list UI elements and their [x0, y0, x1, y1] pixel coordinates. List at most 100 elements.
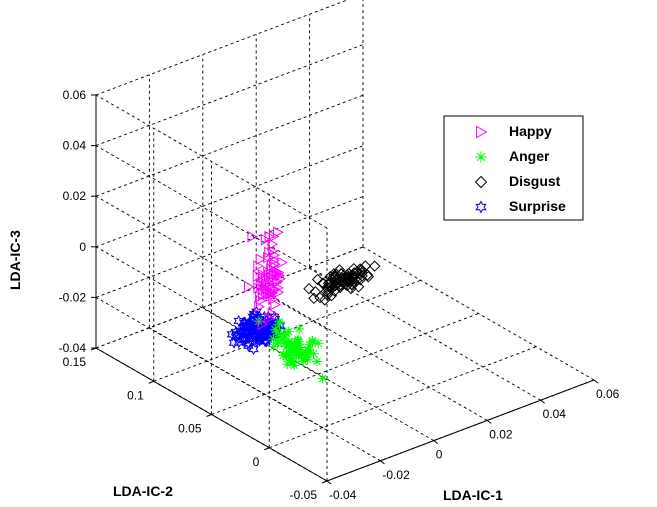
legend-label-anger: Anger — [509, 148, 550, 164]
data-point — [289, 360, 300, 371]
data-point — [255, 253, 267, 266]
data-point — [253, 282, 264, 294]
data-point — [352, 281, 365, 293]
data-point — [264, 287, 276, 300]
data-point — [255, 294, 267, 307]
x-axis-label: LDA-IC-1 — [443, 487, 503, 503]
data-point — [330, 268, 343, 281]
y-tick-mark — [264, 447, 270, 451]
data-point — [269, 249, 281, 262]
wall-grid-line — [95, 297, 328, 431]
data-point — [233, 314, 245, 328]
data-point — [286, 345, 297, 356]
data-point — [285, 355, 296, 366]
x-tick-mark — [593, 379, 599, 384]
wall-grid-line — [95, 195, 328, 330]
legend-label-disgust: Disgust — [509, 173, 561, 189]
x-axis-line — [326, 379, 595, 482]
data-point — [268, 341, 279, 352]
wall-grid-line — [95, 246, 364, 349]
wall-grid-line — [95, 94, 328, 229]
data-point — [354, 263, 366, 275]
x-tick-mark — [540, 399, 545, 404]
x-tick-label: 0 — [436, 448, 443, 462]
x-tick-mark — [380, 460, 385, 465]
legend-item-anger: Anger — [475, 148, 550, 164]
data-point — [298, 353, 309, 364]
data-point — [269, 283, 281, 295]
anger-asterisk-icon — [475, 151, 487, 163]
data-point — [271, 326, 282, 337]
legend-marker — [476, 125, 488, 139]
data-point — [270, 298, 281, 311]
legend-item-surprise: Surprise — [475, 198, 566, 214]
data-point — [289, 347, 300, 358]
data-point — [260, 279, 272, 292]
series-happy — [244, 226, 288, 331]
y-tick-label: -0.05 — [290, 488, 318, 502]
data-point — [281, 350, 292, 361]
series-disgust — [303, 260, 381, 306]
data-point — [308, 292, 320, 305]
data-point — [274, 266, 285, 279]
wall-grid-line — [95, 94, 364, 197]
y-tick-mark — [148, 380, 154, 384]
floor-grid-line — [149, 327, 381, 462]
data-point — [347, 270, 360, 282]
data-point — [267, 287, 278, 300]
legend-item-disgust: Disgust — [474, 173, 561, 189]
z-tick-label: 0.02 — [63, 189, 87, 203]
data-point — [240, 317, 251, 330]
data-point — [263, 251, 274, 264]
data-point — [230, 326, 242, 339]
legend-marker — [475, 151, 487, 163]
data-point — [330, 274, 342, 286]
x-tick-label: -0.04 — [329, 488, 357, 502]
data-point — [312, 356, 322, 367]
data-point — [272, 338, 283, 349]
wall-grid-line — [95, 195, 364, 298]
data-point — [251, 305, 262, 318]
data-point — [253, 316, 264, 327]
data-point — [292, 334, 303, 345]
legend-label-happy: Happy — [509, 123, 552, 139]
data-point — [279, 338, 290, 349]
grid-lines — [95, 0, 595, 482]
x-tick-label: 0.04 — [543, 407, 567, 421]
data-point — [267, 307, 279, 320]
data-point — [260, 233, 272, 246]
data-point — [273, 282, 284, 294]
data-point — [353, 267, 366, 279]
surprise-hexagram-icon — [475, 200, 487, 214]
data-point — [274, 316, 285, 327]
data-point — [289, 341, 299, 352]
y-tick-mark — [321, 480, 328, 484]
data-point — [281, 341, 292, 352]
data-point — [258, 326, 269, 340]
data-point — [303, 282, 315, 295]
data-point — [244, 280, 255, 293]
x-tick-mark — [433, 440, 439, 445]
data-point — [325, 289, 338, 302]
legend: Happy Anger Disgust Surprise — [443, 115, 584, 221]
data-point — [264, 312, 275, 325]
data-point — [324, 277, 337, 289]
data-point — [268, 334, 279, 345]
data-point — [267, 238, 279, 251]
data-point — [267, 245, 279, 258]
z-tick-label: 0 — [79, 240, 86, 254]
data-point — [308, 348, 319, 359]
data-point — [247, 230, 258, 243]
y-tick-label: 0.15 — [63, 355, 87, 369]
data-point — [245, 323, 257, 336]
legend-item-happy: Happy — [476, 123, 552, 139]
y-axis-label: LDA-IC-2 — [113, 483, 173, 499]
z-tick-label: -0.04 — [59, 341, 87, 355]
data-point — [311, 273, 324, 286]
tick-labels: -0.04 -0.02 0 0.02 0.04 0.06 -0.05 0 0.05 0.1 0.15… — [59, 88, 620, 502]
data-point — [307, 337, 318, 347]
series-anger — [253, 316, 328, 384]
data-point — [324, 270, 337, 283]
data-point — [270, 258, 281, 271]
